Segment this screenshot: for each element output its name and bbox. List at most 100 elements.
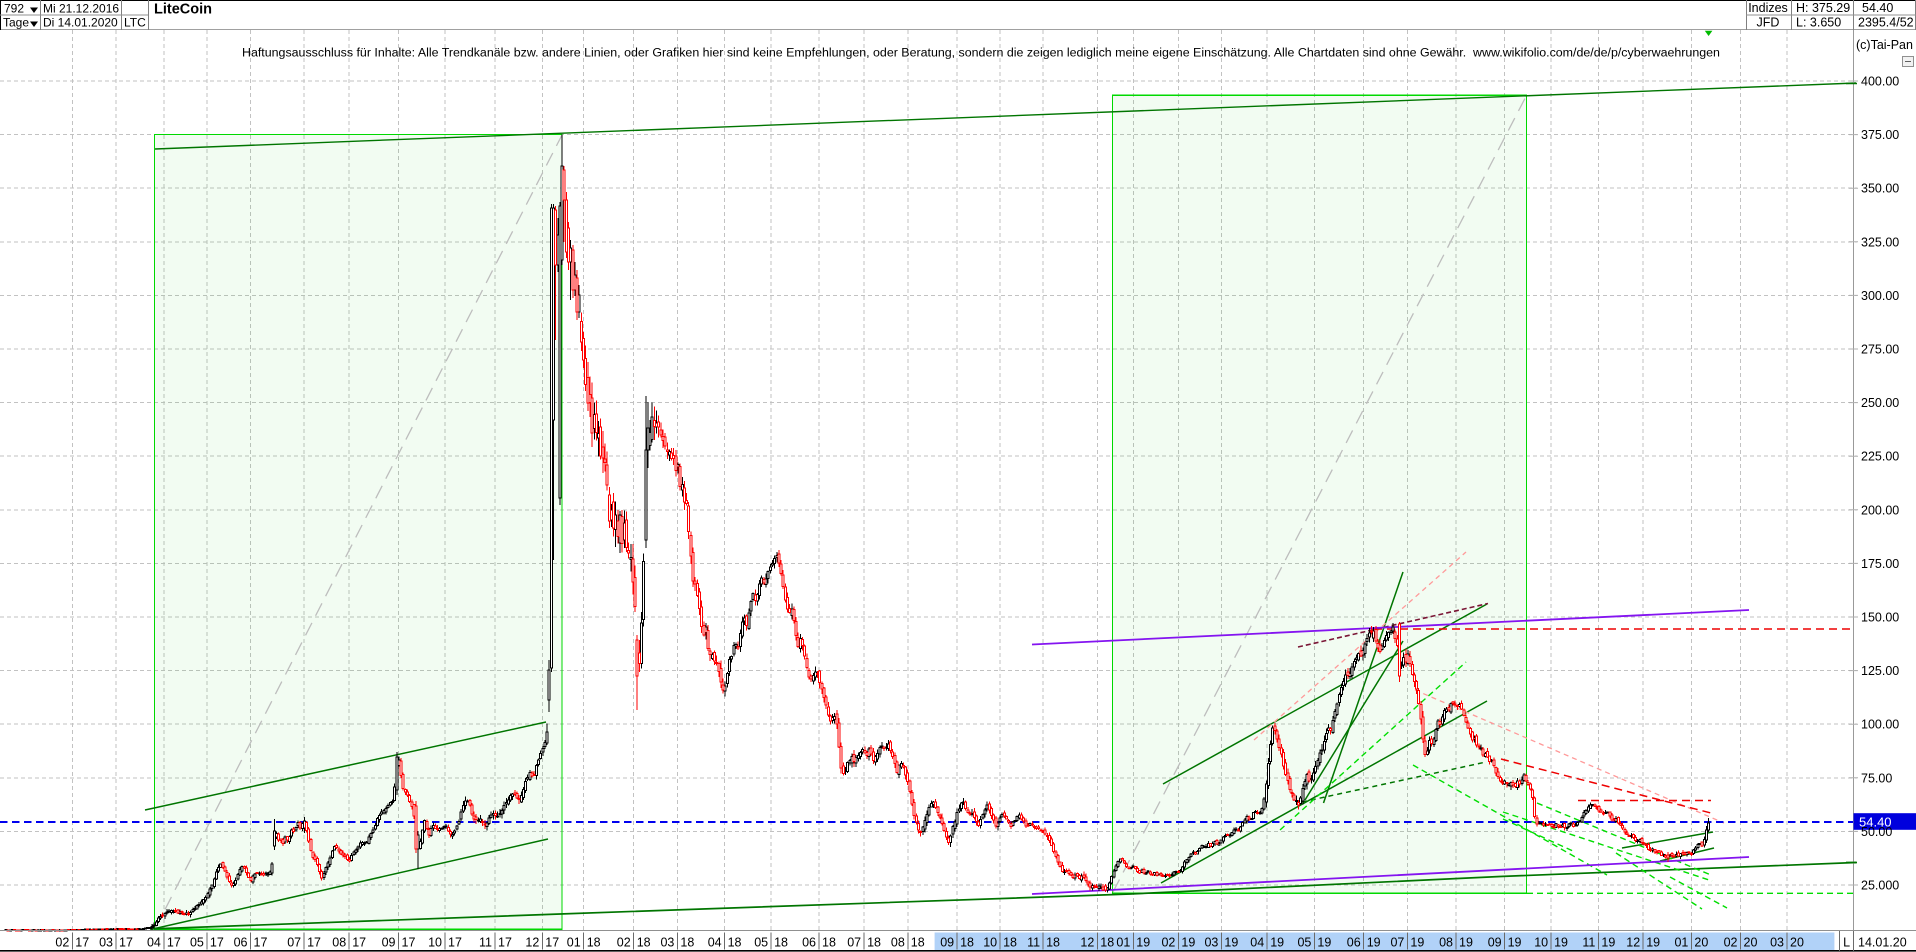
svg-text:03: 03 [660, 936, 674, 950]
svg-text:19: 19 [1270, 936, 1284, 950]
svg-text:04: 04 [1250, 936, 1264, 950]
svg-text:54.40: 54.40 [1862, 1, 1893, 15]
svg-text:19: 19 [1601, 936, 1615, 950]
svg-text:2395.4/52: 2395.4/52 [1858, 16, 1914, 30]
svg-text:Tage: Tage [3, 16, 29, 30]
svg-text:01: 01 [1674, 936, 1688, 950]
svg-text:17: 17 [402, 936, 416, 950]
svg-text:(c)Tai-Pan: (c)Tai-Pan [1856, 38, 1913, 52]
svg-text:12: 12 [1626, 936, 1640, 950]
svg-text:05: 05 [754, 936, 768, 950]
svg-text:Di 14.01.2020: Di 14.01.2020 [43, 16, 118, 30]
svg-text:20: 20 [1790, 936, 1804, 950]
svg-text:125.00: 125.00 [1861, 664, 1899, 678]
svg-text:10: 10 [983, 936, 997, 950]
svg-text:400.00: 400.00 [1861, 75, 1899, 89]
svg-text:05: 05 [1297, 936, 1311, 950]
svg-text:18: 18 [637, 936, 651, 950]
svg-text:14.01.20: 14.01.20 [1858, 936, 1907, 950]
svg-text:08: 08 [332, 936, 346, 950]
svg-text:18: 18 [911, 936, 925, 950]
svg-text:03: 03 [99, 936, 113, 950]
svg-text:18: 18 [867, 936, 881, 950]
svg-text:375.00: 375.00 [1861, 128, 1899, 142]
svg-text:10: 10 [1534, 936, 1548, 950]
svg-text:12: 12 [525, 936, 539, 950]
svg-text:12: 12 [1080, 936, 1094, 950]
svg-text:LiteCoin: LiteCoin [154, 2, 212, 18]
svg-text:18: 18 [1046, 936, 1060, 950]
svg-text:17: 17 [119, 936, 133, 950]
svg-text:18: 18 [822, 936, 836, 950]
svg-text:18: 18 [774, 936, 788, 950]
svg-text:07: 07 [1390, 936, 1404, 950]
svg-text:09: 09 [940, 936, 954, 950]
svg-text:11: 11 [1027, 936, 1040, 950]
svg-text:19: 19 [1136, 936, 1150, 950]
svg-text:L: L [1843, 936, 1850, 950]
svg-text:18: 18 [728, 936, 742, 950]
svg-text:17: 17 [448, 936, 462, 950]
svg-text:01: 01 [567, 936, 581, 950]
svg-text:17: 17 [352, 936, 366, 950]
svg-text:275.00: 275.00 [1861, 343, 1899, 357]
svg-text:04: 04 [147, 936, 161, 950]
svg-text:Mi 21.12.2016: Mi 21.12.2016 [43, 2, 119, 16]
svg-text:02: 02 [1161, 936, 1175, 950]
svg-text:100.00: 100.00 [1861, 718, 1899, 732]
svg-text:Indizes: Indizes [1748, 1, 1788, 15]
svg-text:11: 11 [479, 936, 492, 950]
svg-text:200.00: 200.00 [1861, 503, 1899, 517]
svg-text:03: 03 [1770, 936, 1784, 950]
svg-text:17: 17 [307, 936, 321, 950]
svg-text:19: 19 [1459, 936, 1473, 950]
svg-text:02: 02 [617, 936, 631, 950]
svg-text:10: 10 [428, 936, 442, 950]
svg-text:17: 17 [498, 936, 512, 950]
svg-text:03: 03 [1204, 936, 1218, 950]
svg-text:08: 08 [1439, 936, 1453, 950]
svg-text:09: 09 [1488, 936, 1502, 950]
svg-text:250.00: 250.00 [1861, 396, 1899, 410]
svg-text:06: 06 [1347, 936, 1361, 950]
svg-text:19: 19 [1181, 936, 1195, 950]
svg-text:17: 17 [210, 936, 224, 950]
svg-text:17: 17 [545, 936, 559, 950]
svg-text:18: 18 [960, 936, 974, 950]
svg-text:50.00: 50.00 [1861, 825, 1892, 839]
svg-text:20: 20 [1694, 936, 1708, 950]
svg-text:19: 19 [1554, 936, 1568, 950]
svg-text:Haftungsausschluss für Inhalte: Haftungsausschluss für Inhalte: Alle Tre… [242, 46, 1720, 60]
svg-text:08: 08 [891, 936, 905, 950]
svg-text:225.00: 225.00 [1861, 450, 1899, 464]
svg-text:17: 17 [75, 936, 89, 950]
svg-text:150.00: 150.00 [1861, 611, 1899, 625]
svg-text:25.000: 25.000 [1861, 879, 1899, 893]
svg-text:19: 19 [1410, 936, 1424, 950]
svg-text:54.40: 54.40 [1859, 815, 1892, 830]
svg-text:09: 09 [382, 936, 396, 950]
svg-text:06: 06 [234, 936, 248, 950]
svg-text:17: 17 [254, 936, 268, 950]
svg-text:07: 07 [847, 936, 861, 950]
svg-text:01: 01 [1116, 936, 1130, 950]
svg-text:20: 20 [1744, 936, 1758, 950]
svg-text:300.00: 300.00 [1861, 289, 1899, 303]
svg-text:18: 18 [587, 936, 601, 950]
svg-text:19: 19 [1317, 936, 1331, 950]
svg-text:JFD: JFD [1757, 16, 1780, 30]
svg-text:07: 07 [287, 936, 301, 950]
svg-text:350.00: 350.00 [1861, 182, 1899, 196]
svg-text:17: 17 [167, 936, 181, 950]
svg-text:19: 19 [1646, 936, 1660, 950]
svg-text:11: 11 [1582, 936, 1595, 950]
svg-text:18: 18 [1100, 936, 1114, 950]
svg-text:02: 02 [1724, 936, 1738, 950]
svg-text:19: 19 [1224, 936, 1238, 950]
svg-text:18: 18 [1003, 936, 1017, 950]
svg-text:H: 375.29: H: 375.29 [1796, 1, 1850, 15]
svg-text:18: 18 [680, 936, 694, 950]
svg-text:06: 06 [802, 936, 816, 950]
svg-text:19: 19 [1508, 936, 1522, 950]
svg-text:02: 02 [55, 936, 69, 950]
